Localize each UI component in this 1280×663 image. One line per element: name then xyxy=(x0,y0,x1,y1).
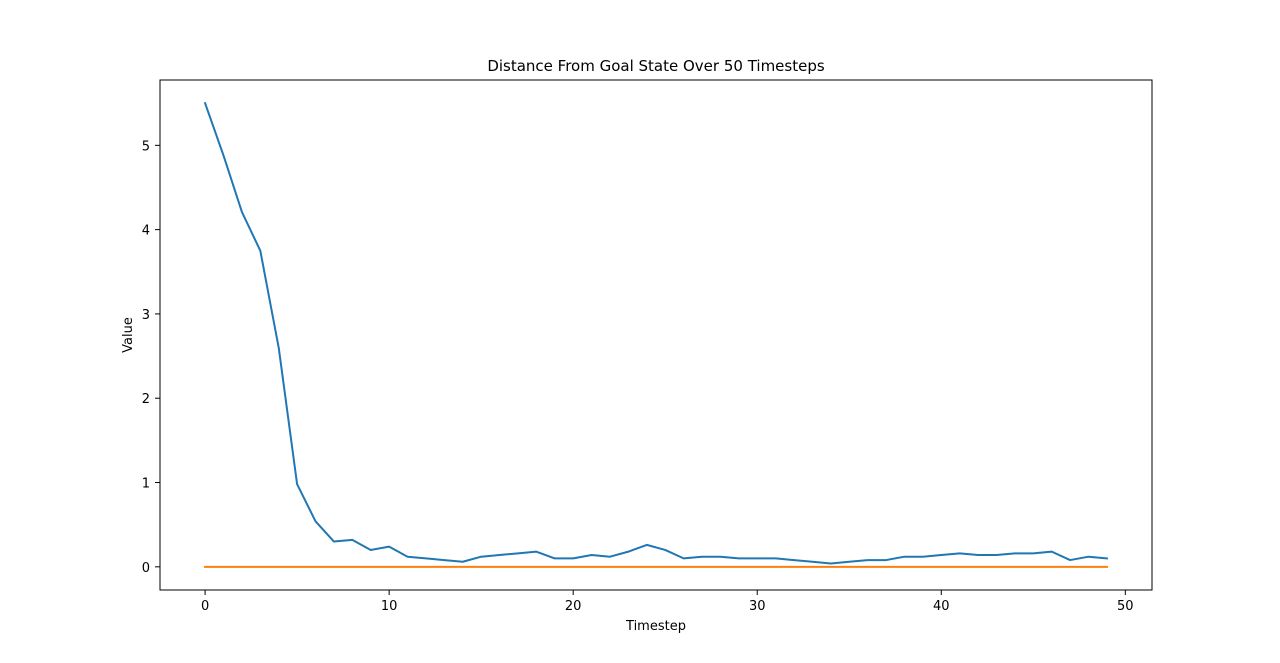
x-tick-label: 50 xyxy=(1117,599,1134,614)
x-tick-label: 0 xyxy=(201,599,209,614)
y-tick-label: 3 xyxy=(142,308,150,323)
y-tick-label: 5 xyxy=(142,139,150,154)
x-axis-label: Timestep xyxy=(625,619,686,634)
plot-frame xyxy=(159,79,1153,591)
y-tick-label: 2 xyxy=(142,392,150,407)
y-tick-label: 1 xyxy=(142,477,150,492)
x-tick-label: 30 xyxy=(749,599,766,614)
y-tick-label: 4 xyxy=(142,224,150,239)
x-tick-label: 20 xyxy=(565,599,582,614)
chart-title: Distance From Goal State Over 50 Timeste… xyxy=(487,57,825,75)
y-axis-label: Value xyxy=(121,317,136,353)
y-tick-label: 0 xyxy=(142,561,150,576)
x-tick-label: 10 xyxy=(381,599,398,614)
series-lines xyxy=(203,101,1108,568)
x-tick-label: 40 xyxy=(933,599,950,614)
axis-ticks: 0 10 20 30 40 50 0 1 2 3 4 5 xyxy=(142,139,1134,614)
series-line-1 xyxy=(203,101,1108,565)
